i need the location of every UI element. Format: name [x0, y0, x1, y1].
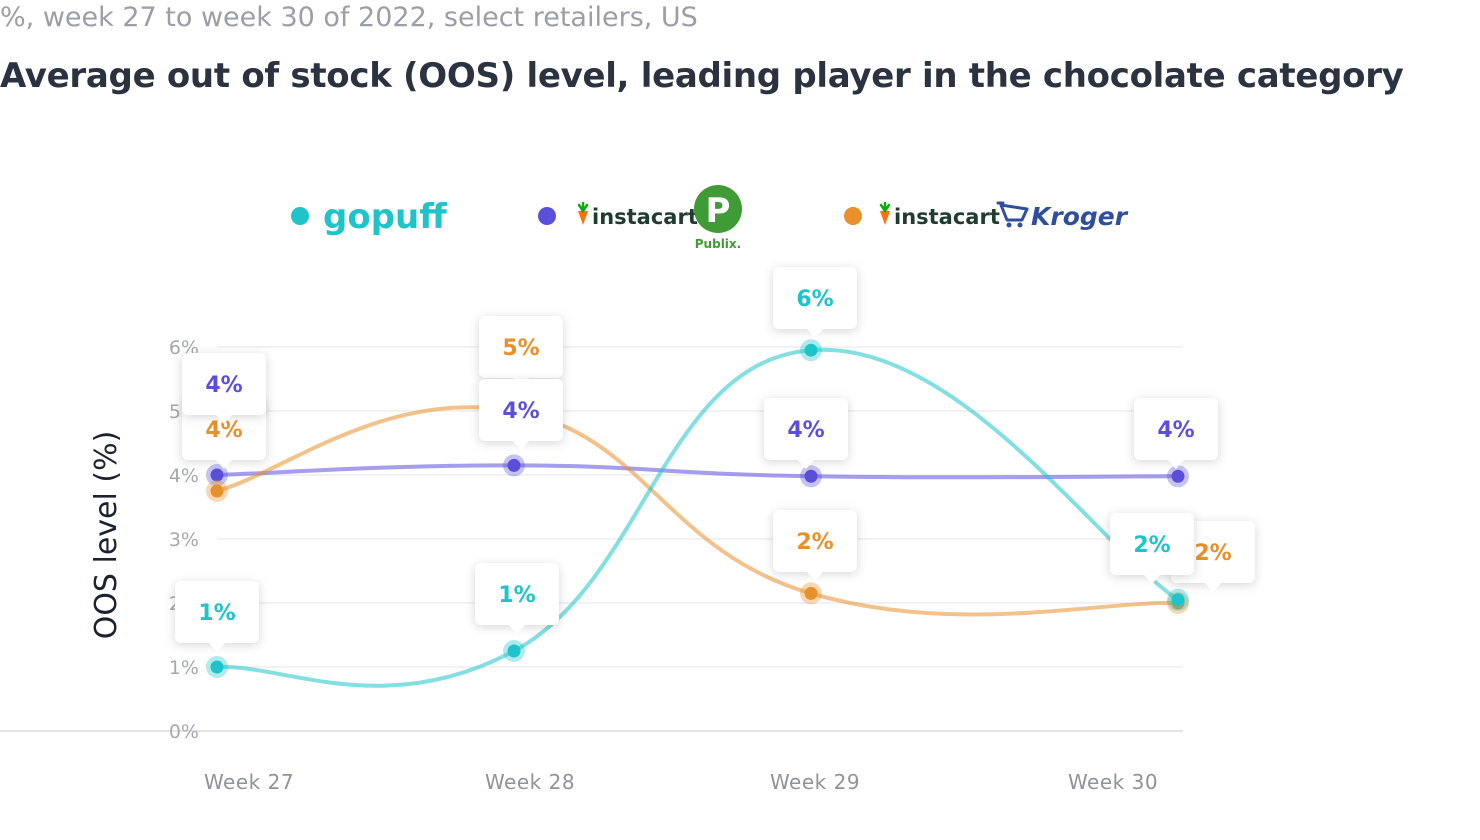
chart-subtitle: %, week 27 to week 30 of 2022, select re…: [0, 2, 698, 33]
instacart-logo-text: instacart: [592, 205, 698, 229]
data-label-instacart-kroger: 2%: [773, 510, 857, 581]
data-point-instacart-publix[interactable]: [804, 469, 818, 483]
series-line-instacart-publix: [215, 463, 1180, 480]
svg-text:4%: 4%: [205, 373, 242, 398]
publix-logo: P Publix.: [694, 185, 742, 251]
x-tick-label: Week 28: [485, 770, 575, 794]
svg-text:4%: 4%: [787, 418, 824, 443]
data-label-callouts: 4%5%2% 2%4%4%4% 4%1%1%6%2%: [175, 267, 1255, 652]
chart-title: Average out of stock (OOS) level, leadin…: [0, 56, 1404, 96]
data-label-gopuff: 6%: [773, 267, 857, 338]
data-label-instacart-publix: 4%: [1134, 398, 1218, 469]
series-lines: [215, 347, 1180, 688]
data-point-instacart-kroger[interactable]: [804, 586, 818, 600]
data-point-instacart-publix[interactable]: [210, 468, 224, 482]
data-label-gopuff: 1%: [475, 563, 559, 634]
svg-text:2%: 2%: [1133, 533, 1170, 558]
series-points: [206, 339, 1189, 678]
legend-entry-gopuff[interactable]: gopuff: [291, 197, 447, 237]
data-point-gopuff[interactable]: [507, 644, 521, 658]
x-tick-label: Week 30: [1068, 770, 1158, 794]
data-point-instacart-publix[interactable]: [1171, 469, 1185, 483]
y-tick-label: 3%: [169, 529, 199, 551]
data-point-gopuff[interactable]: [804, 343, 818, 357]
svg-text:1%: 1%: [498, 583, 535, 608]
legend-entry-instacart-kroger[interactable]: instacart Kroger: [844, 201, 1129, 231]
instacart-logo-text: instacart: [894, 205, 1000, 229]
svg-text:6%: 6%: [796, 287, 833, 312]
x-tick-label: Week 27: [204, 770, 294, 794]
legend: gopuff instacart P Publix. instacart: [291, 185, 1129, 251]
series-line-gopuff: [215, 347, 1180, 688]
gopuff-logo: gopuff: [323, 197, 447, 237]
svg-text:2%: 2%: [1194, 541, 1231, 566]
instacart-carrot-icon: [879, 201, 891, 225]
data-label-instacart-publix: 4%: [479, 379, 563, 450]
gridlines: [0, 346, 1183, 732]
data-point-instacart-publix[interactable]: [507, 458, 521, 472]
data-label-gopuff: 1%: [175, 581, 259, 652]
svg-text:4%: 4%: [1157, 418, 1194, 443]
svg-text:P: P: [706, 191, 731, 231]
svg-text:2%: 2%: [796, 530, 833, 555]
x-tick-label: Week 29: [770, 770, 860, 794]
data-label-instacart-publix: 4%: [182, 353, 266, 424]
data-label-instacart-kroger: 5%: [479, 316, 563, 387]
svg-text:1%: 1%: [198, 601, 235, 626]
series-line-instacart-kroger: [215, 405, 1180, 617]
y-axis-label: OOS level (%): [89, 431, 124, 640]
legend-marker-instacart-publix: [538, 207, 556, 225]
data-label-gopuff: 2%: [1110, 513, 1194, 584]
legend-marker-instacart-kroger: [844, 207, 862, 225]
instacart-carrot-icon: [577, 201, 589, 225]
y-tick-label: 0%: [169, 721, 199, 743]
svg-text:5%: 5%: [502, 336, 539, 361]
legend-entry-instacart-publix[interactable]: instacart P Publix.: [538, 185, 742, 251]
y-tick-label: 1%: [169, 657, 199, 679]
svg-text:Kroger: Kroger: [1031, 202, 1129, 231]
data-point-gopuff[interactable]: [210, 660, 224, 674]
kroger-logo: Kroger: [996, 201, 1129, 231]
data-point-gopuff[interactable]: [1171, 593, 1185, 607]
data-point-instacart-kroger[interactable]: [210, 484, 224, 498]
y-tick-label: 4%: [169, 465, 199, 487]
x-axis-ticks: Week 27 Week 28 Week 29 Week 30: [204, 770, 1158, 794]
svg-text:Publix.: Publix.: [695, 237, 741, 251]
svg-text:4%: 4%: [502, 399, 539, 424]
data-label-instacart-publix: 4%: [764, 398, 848, 469]
legend-marker-gopuff: [291, 207, 309, 225]
